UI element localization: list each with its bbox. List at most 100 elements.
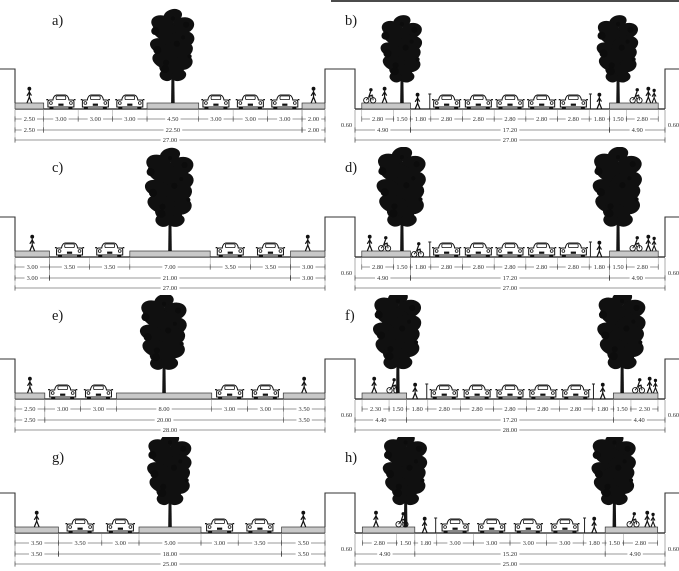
dimension-row-total: 27.00 <box>354 136 666 144</box>
dim-label-mask <box>367 405 384 413</box>
dimension-row-total: 28.00 <box>14 426 326 434</box>
sidewalk-platform <box>115 392 213 400</box>
dimension-label: 3.50 <box>265 264 276 271</box>
dim-label-mask <box>610 115 626 123</box>
car-icon <box>215 384 245 399</box>
dim-label-mask <box>636 405 653 413</box>
total-dimension-label: 27.00 <box>503 285 517 292</box>
dim-label-mask <box>500 136 520 144</box>
pedestrian-icon <box>591 516 598 534</box>
car-icon <box>215 242 245 257</box>
dimension-label: 2.80 <box>637 264 648 271</box>
car-icon <box>65 518 95 533</box>
dim-label-mask <box>87 115 104 123</box>
dim-label-mask <box>300 263 316 271</box>
car-icon <box>550 518 580 533</box>
dimension-label: 3.00 <box>210 116 221 123</box>
sidewalk-platform <box>138 526 202 534</box>
dim-label-mask <box>165 115 181 123</box>
car-icon <box>245 518 275 533</box>
edge-walls <box>340 68 679 109</box>
dim-label-mask <box>665 269 679 276</box>
tree-icon <box>591 437 636 527</box>
dim-label-mask <box>21 126 38 134</box>
pedestrian-icon <box>26 376 33 394</box>
edge-walls <box>340 216 679 257</box>
dimension-row-1: 2.80 1.50 1.80 2.80 2.80 2.80 2.80 2.80 1.80 1.50… <box>361 263 659 271</box>
sidewalk-platform <box>361 102 411 110</box>
dimension-row-1: 2.30 1.50 1.80 2.80 2.80 2.80 2.80 2.80 1.80 1.50… <box>361 405 659 413</box>
dim-label-mask <box>340 121 355 128</box>
pedestrian-icon <box>366 234 373 252</box>
dimension-label: 3.50 <box>225 264 236 271</box>
dimension-label: 3.00 <box>27 264 38 271</box>
dimension-label: 4.40 <box>375 417 386 424</box>
dim-label-mask <box>438 263 455 271</box>
dimension-label: 7.00 <box>164 264 175 271</box>
pedestrian-icon <box>414 92 421 110</box>
dimension-label: 3.00 <box>523 540 534 547</box>
dimension-label: 1.50 <box>392 406 403 413</box>
car-icon <box>432 242 462 257</box>
dimension-label: 17.20 <box>503 127 517 134</box>
dimension-row-1: 2.80 1.50 1.80 2.80 2.80 2.80 2.80 2.80 1.80 1.50… <box>361 115 659 123</box>
pedestrian-icon <box>599 382 606 400</box>
car-icon <box>115 94 145 109</box>
pole-icon <box>428 93 432 109</box>
sidewalk-platform <box>14 526 59 534</box>
dim-label-mask <box>162 539 178 547</box>
pedestrian-pair-icon <box>646 376 659 394</box>
dimension-label: 3.50 <box>31 540 42 547</box>
dim-label-mask <box>90 405 107 413</box>
tree-icon <box>147 437 192 527</box>
dimension-label: 20.00 <box>157 417 171 424</box>
sidewalk-platform <box>146 102 200 110</box>
sidewalk-platform <box>14 250 50 258</box>
dim-label-mask <box>565 263 582 271</box>
dimension-label: 2.80 <box>635 540 646 547</box>
dimension-label: 4.90 <box>377 127 388 134</box>
dim-label-mask <box>377 550 393 558</box>
dim-label-mask <box>634 263 651 271</box>
tree-icon <box>376 147 426 251</box>
dimension-row-total: 25.00 <box>354 560 666 568</box>
dimension-label: 1.80 <box>594 116 605 123</box>
dimension-label: 2.80 <box>568 264 579 271</box>
edge-dimension-label: 0.60 <box>668 122 679 129</box>
dim-label-mask <box>375 274 391 282</box>
cross-section-c: 3.00 3.50 3.50 7.00 3.50 3.50 3.00 3.00 21.00 3.0… <box>0 147 340 295</box>
dimension-row-total: 27.00 <box>14 136 326 144</box>
sidewalk-platform <box>301 102 326 110</box>
dim-label-mask <box>262 263 279 271</box>
pedestrian-pair-icon <box>645 234 657 252</box>
dim-label-mask <box>53 115 69 123</box>
dim-label-mask <box>160 550 180 558</box>
dim-label-mask <box>520 539 537 547</box>
dim-label-mask <box>340 545 355 552</box>
dim-label-mask <box>412 115 429 123</box>
car-icon <box>463 242 493 257</box>
dim-label-mask <box>154 416 174 424</box>
edge-walls <box>0 358 340 393</box>
pedestrian-icon <box>26 86 33 104</box>
dimension-row-total: 27.00 <box>14 284 326 292</box>
sidewalk-platform <box>282 392 326 400</box>
dim-label-mask <box>629 274 645 282</box>
cross-section-d: 2.80 1.50 1.80 2.80 2.80 2.80 2.80 2.80 1.80 1.50… <box>340 147 679 295</box>
dim-label-mask <box>369 263 386 271</box>
dim-label-mask <box>502 263 518 271</box>
pole-icon <box>591 383 595 399</box>
pole-icon <box>588 241 592 257</box>
car-icon <box>495 384 525 399</box>
dimension-label: 1.80 <box>412 406 423 413</box>
cyclist-icon <box>386 378 400 394</box>
sidewalk-platform <box>609 102 659 110</box>
dim-label-mask <box>418 539 434 547</box>
panel-letter-label: c) <box>52 160 63 176</box>
dim-label-mask <box>447 539 463 547</box>
cross-section-h: 2.80 1.50 1.80 3.00 3.00 3.00 3.00 1.80 1.50 2.80… <box>340 437 679 571</box>
edge-dimension-label: 0.60 <box>341 546 352 553</box>
edge-dimension-label: 0.60 <box>668 546 679 553</box>
edge-dimension-label: 0.60 <box>341 122 352 129</box>
